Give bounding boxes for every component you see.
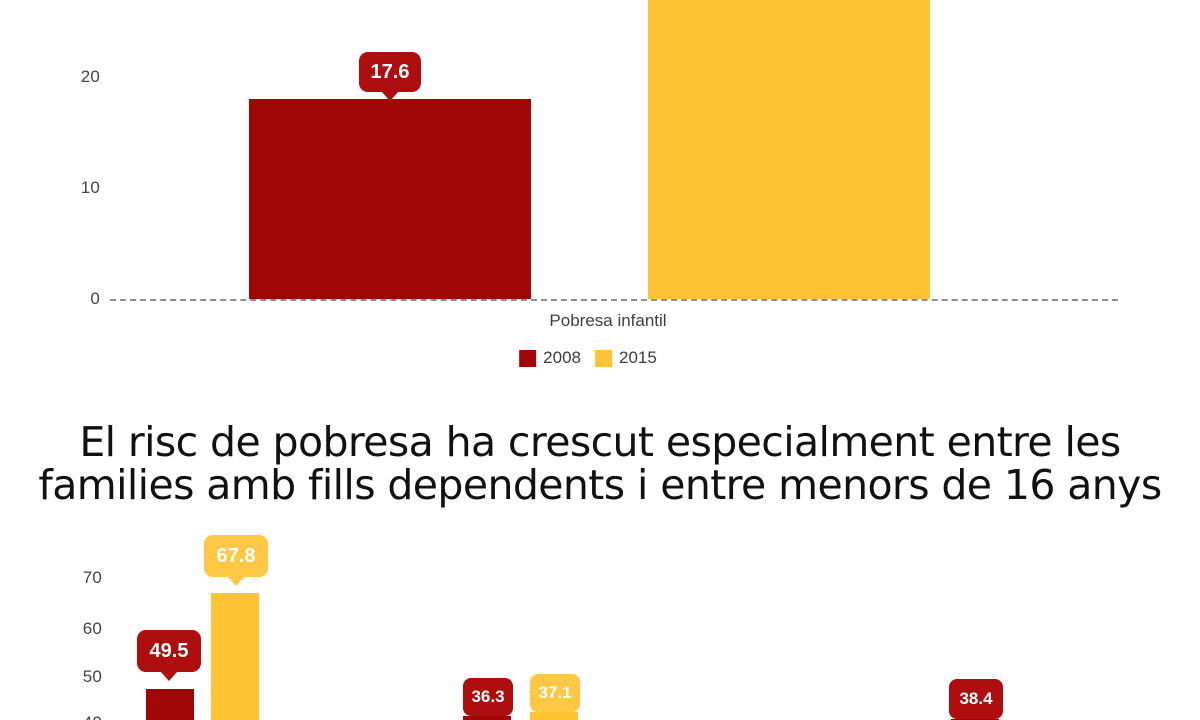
ytick-50: 50 (82, 667, 102, 686)
ytick-20: 20 (80, 67, 100, 86)
headline-line-2: families amb fills dependents i entre me… (38, 461, 1162, 510)
bar-2008-grup-1[interactable] (146, 689, 194, 720)
legend-item-2015[interactable]: 2015 (595, 348, 657, 368)
ytick-10: 10 (80, 178, 100, 197)
square-swatch-icon-2008 (519, 349, 537, 367)
square-swatch-icon-2015 (595, 349, 612, 367)
data-label-67-8: 67.8 (204, 535, 268, 586)
data-label-37-1: 37.1 (530, 674, 580, 712)
bar-2008-pobresa-infantil[interactable] (249, 99, 531, 299)
headline-line-1: El risc de pobresa ha crescut especialme… (79, 418, 1121, 466)
ytick-40: 40 (60, 713, 102, 720)
category-label-pobresa-infantil: Pobresa infantil (549, 311, 667, 330)
legend-label-2015: 2015 (619, 348, 657, 367)
legend-label-2008: 2008 (543, 348, 581, 367)
data-label-36-3: 36.3 (463, 678, 513, 716)
section-headline: El risc de pobresa ha crescut especialme… (0, 418, 1200, 510)
bar-2015-grup-2[interactable] (530, 712, 578, 720)
ytick-60: 60 (82, 619, 102, 638)
bar-2015-grup-1[interactable] (211, 593, 259, 720)
bar-2015-pobresa-infantil[interactable] (648, 0, 930, 299)
bar-2008-grup-2[interactable] (463, 716, 511, 720)
chart-pobresa-infantil: 20 10 0 17.6 Pobresa infantil 2008 2015 (0, 0, 1200, 367)
data-label-49-5: 49.5 (137, 630, 201, 681)
data-label-17-6: 17.6 (359, 52, 421, 101)
ytick-0: 0 (90, 289, 100, 308)
legend-item-2008[interactable]: 2008 (519, 348, 581, 368)
legend-top-chart: 2008 2015 (519, 348, 657, 368)
ytick-70: 70 (82, 568, 102, 587)
zero-baseline (110, 299, 1118, 301)
chart-risc-pobresa-grups: 70 60 50 40 49.5 67.8 36.3 37.1 38.4 (0, 520, 1200, 720)
data-label-38-4: 38.4 (949, 679, 1003, 719)
